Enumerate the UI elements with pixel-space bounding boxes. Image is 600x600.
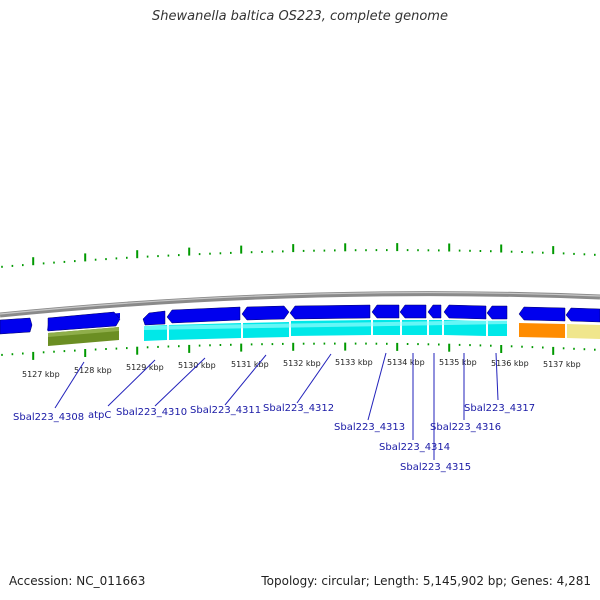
scale-label: 5128 kbp — [74, 366, 112, 375]
gene-label[interactable]: atpC — [88, 410, 111, 421]
scale-label: 5127 kbp — [22, 370, 60, 379]
gene-arrow-sbal223-4308[interactable] — [47, 311, 121, 332]
gene-block-orange[interactable] — [519, 323, 565, 338]
genome-backbone-highlight — [0, 291, 600, 315]
gene-label[interactable]: Sbal223_4316 — [430, 422, 501, 433]
forward-strand-track — [0, 304, 600, 335]
label-leader-lines — [54, 352, 499, 460]
upper-tick-track — [1, 243, 596, 268]
gene-arrow-sbal223-4314[interactable] — [399, 304, 427, 319]
cds-block[interactable] — [488, 321, 507, 336]
gene-label[interactable]: Sbal223_4315 — [400, 462, 471, 473]
gene-arrow-sbal223-4311[interactable] — [241, 305, 290, 321]
page-title: Shewanella baltica OS223, complete genom… — [152, 9, 448, 24]
leader-line — [154, 357, 206, 407]
genome-backbone — [0, 291, 600, 318]
cds-track — [48, 320, 600, 346]
leader-line — [54, 361, 85, 409]
cds-block[interactable] — [291, 320, 371, 336]
genome-summary-text: Topology: circular; Length: 5,145,902 bp… — [261, 574, 591, 588]
leader-line — [224, 354, 267, 406]
scale-label: 5135 kbp — [439, 358, 477, 367]
gene-label[interactable]: Sbal223_4314 — [379, 442, 450, 453]
gene-arrow-atpC[interactable] — [142, 310, 166, 326]
scale-label: 5132 kbp — [283, 359, 321, 368]
gene-label[interactable]: Sbal223_4311 — [190, 405, 261, 416]
gene-arrow-sbal223-4317[interactable] — [486, 305, 508, 320]
gene-arrow-sbal223-4310[interactable] — [166, 306, 241, 324]
scale-label: 5134 kbp — [387, 358, 425, 367]
gene-block-olive-highlight — [48, 327, 119, 337]
scale-label: 5133 kbp — [335, 358, 373, 367]
gene-label[interactable]: Sbal223_4313 — [334, 422, 405, 433]
cds-highlight — [144, 320, 507, 330]
leader-line — [107, 359, 156, 407]
leader-line — [367, 352, 387, 421]
gene-arrow-sbal223-4312[interactable] — [289, 304, 371, 320]
lower-tick-track — [1, 342, 596, 360]
accession-text: Accession: NC_011663 — [9, 574, 146, 588]
scale-label: 5131 kbp — [231, 360, 269, 369]
gene-arrow-sbal223-4313[interactable] — [371, 304, 400, 319]
gene-arrow[interactable] — [518, 306, 566, 322]
gene-label[interactable]: Sbal223_4312 — [263, 403, 334, 414]
gene-label[interactable]: Sbal223_4310 — [116, 407, 187, 418]
gene-arrow[interactable] — [565, 307, 600, 323]
scale-label: 5136 kbp — [491, 359, 529, 368]
gene-arrow-sbal223-4315[interactable] — [427, 304, 442, 319]
leader-line — [296, 353, 332, 404]
scale-label: 5137 kbp — [543, 360, 581, 369]
gene-block-pale[interactable] — [567, 324, 600, 339]
gene-label-group: Sbal223_4308 atpC Sbal223_4310 Sbal223_4… — [13, 403, 535, 473]
gene-label[interactable]: Sbal223_4308 — [13, 412, 84, 423]
gene-label[interactable]: Sbal223_4317 — [464, 403, 535, 414]
gene-arrow[interactable] — [0, 317, 33, 335]
gene-arrow-sbal223-4316[interactable] — [443, 304, 487, 320]
scale-label: 5129 kbp — [126, 363, 164, 372]
leader-line — [495, 352, 499, 401]
